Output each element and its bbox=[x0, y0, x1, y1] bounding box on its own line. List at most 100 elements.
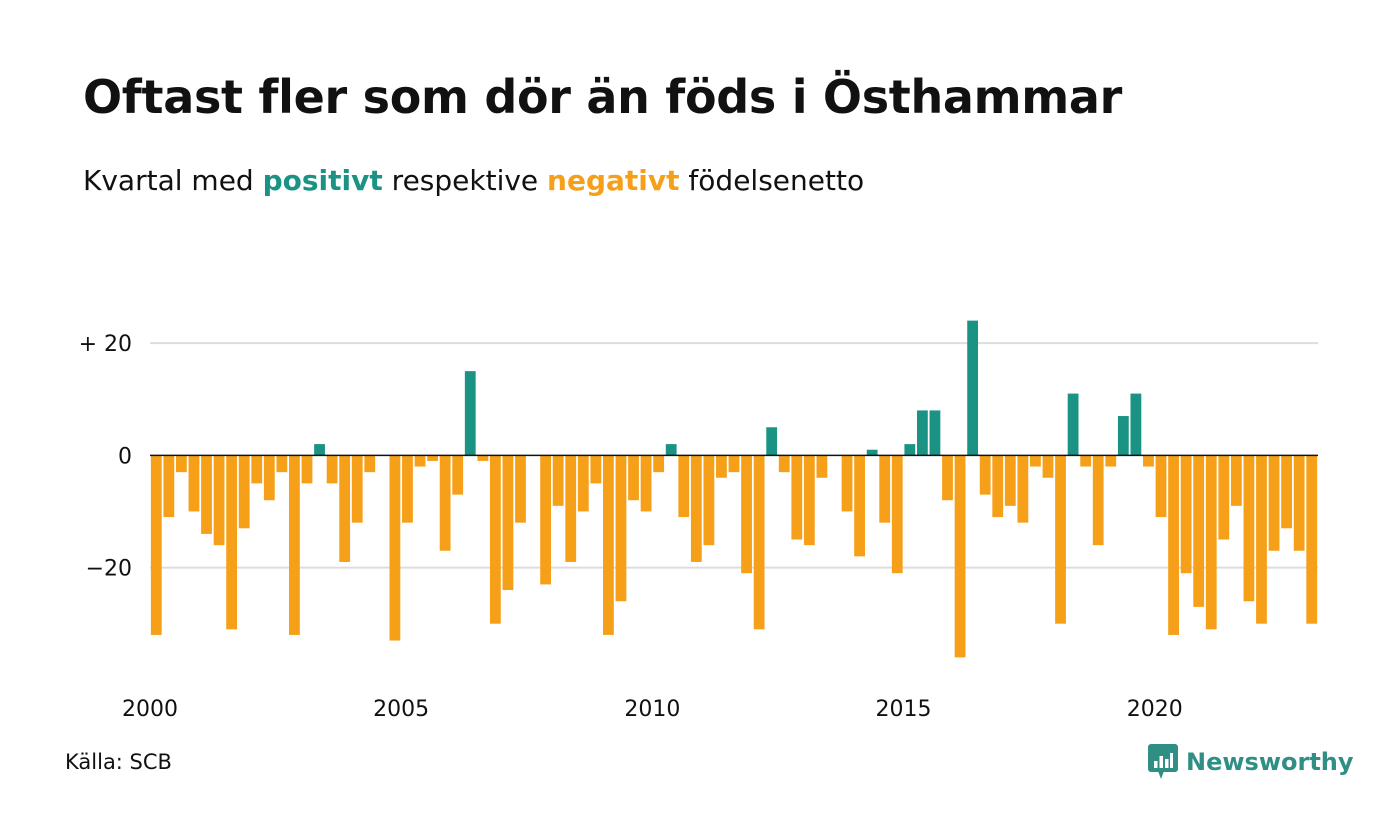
bar-negative bbox=[690, 455, 702, 562]
bar-negative bbox=[1243, 455, 1255, 602]
subtitle-middle: respektive bbox=[382, 164, 548, 197]
bar-negative bbox=[238, 455, 250, 529]
bar-negative bbox=[879, 455, 891, 523]
bar-negative bbox=[263, 455, 275, 501]
bar-negative bbox=[1155, 455, 1167, 518]
bar-negative bbox=[615, 455, 627, 602]
subtitle-prefix: Kvartal med bbox=[83, 164, 263, 197]
bar-negative bbox=[1105, 455, 1117, 467]
bar-negative bbox=[1080, 455, 1092, 467]
bar-negative bbox=[577, 455, 589, 512]
newsworthy-logo: Newsworthy bbox=[1148, 744, 1354, 780]
bar-negative bbox=[276, 455, 288, 473]
x-tick-label: 2010 bbox=[624, 697, 680, 722]
chart-subtitle: Kvartal med positivt respektive negativt… bbox=[83, 164, 864, 197]
subtitle-negative-word: negativt bbox=[547, 164, 680, 197]
bar-chart-speech-bubble-icon bbox=[1148, 744, 1178, 779]
bar-negative bbox=[703, 455, 715, 546]
bar-negative bbox=[603, 455, 614, 635]
bar-negative bbox=[1017, 455, 1029, 523]
bar-negative bbox=[1256, 455, 1267, 624]
bar-negative bbox=[351, 455, 363, 523]
bar-negative bbox=[150, 455, 162, 635]
bar-negative bbox=[251, 455, 263, 484]
bar-negative bbox=[289, 455, 300, 635]
subtitle-suffix: födelsenetto bbox=[679, 164, 865, 197]
bar-negative bbox=[1293, 455, 1305, 551]
bar-positive bbox=[929, 410, 941, 456]
bar-negative bbox=[1092, 455, 1104, 546]
x-tick-label: 2000 bbox=[122, 697, 178, 722]
bar-negative bbox=[1168, 455, 1179, 635]
bar-negative bbox=[1281, 455, 1293, 529]
bar-positive bbox=[314, 444, 325, 456]
bar-negative bbox=[502, 455, 514, 591]
bar-negative bbox=[753, 455, 765, 630]
bar-negative bbox=[590, 455, 602, 484]
bar-negative bbox=[1004, 455, 1016, 506]
bar-negative bbox=[854, 455, 865, 557]
bar-negative bbox=[728, 455, 740, 473]
bar-negative bbox=[653, 455, 665, 473]
y-tick-label: 0 bbox=[118, 444, 132, 469]
bar-negative bbox=[402, 455, 413, 523]
chart-title: Oftast fler som dör än föds i Östhammar bbox=[83, 70, 1123, 124]
bar-negative bbox=[816, 455, 828, 478]
bar-negative bbox=[1030, 455, 1041, 467]
bar-negative bbox=[1193, 455, 1205, 607]
bar-positive bbox=[464, 371, 476, 456]
bar-negative bbox=[741, 455, 752, 574]
bar-negative bbox=[389, 455, 401, 641]
bar-negative bbox=[954, 455, 966, 658]
bar-negative bbox=[1042, 455, 1054, 478]
bar-negative bbox=[791, 455, 803, 540]
bar-negative bbox=[778, 455, 790, 473]
bar-negative bbox=[226, 455, 238, 630]
bar-negative bbox=[565, 455, 577, 562]
bar-negative bbox=[552, 455, 564, 506]
bar-positive bbox=[665, 444, 677, 456]
bar-negative bbox=[489, 455, 501, 624]
x-tick-label: 2020 bbox=[1127, 697, 1183, 722]
bar-negative bbox=[163, 455, 175, 518]
subtitle-positive-word: positivt bbox=[262, 164, 383, 197]
bar-negative bbox=[1055, 455, 1066, 624]
bar-positive bbox=[766, 427, 778, 456]
bar-negative bbox=[339, 455, 351, 562]
bar-negative bbox=[452, 455, 464, 495]
bar-negative bbox=[942, 455, 953, 501]
brand-name: Newsworthy bbox=[1186, 748, 1354, 776]
bar-negative bbox=[1143, 455, 1154, 467]
bar-positive bbox=[866, 449, 878, 456]
bar-negative bbox=[1230, 455, 1242, 506]
bar-negative bbox=[1205, 455, 1217, 630]
bar-negative bbox=[1306, 455, 1318, 624]
x-tick-label: 2005 bbox=[373, 697, 429, 722]
bar-negative bbox=[439, 455, 451, 551]
y-tick-label: + 20 bbox=[79, 332, 132, 357]
bar-negative bbox=[188, 455, 200, 512]
y-tick-label: −20 bbox=[86, 557, 132, 582]
bar-positive bbox=[1130, 393, 1142, 456]
bar-negative bbox=[716, 455, 727, 478]
bar-negative bbox=[803, 455, 815, 546]
bar-positive bbox=[967, 320, 979, 456]
bar-negative bbox=[175, 455, 187, 473]
bar-negative bbox=[1218, 455, 1230, 540]
bar-positive bbox=[904, 444, 916, 456]
bar-negative bbox=[364, 455, 376, 473]
bar-negative bbox=[477, 455, 489, 461]
bar-negative bbox=[979, 455, 991, 495]
bar-negative bbox=[301, 455, 313, 484]
bar-negative bbox=[1180, 455, 1192, 574]
bar-positive bbox=[916, 410, 928, 456]
bar-negative bbox=[640, 455, 652, 512]
bar-positive bbox=[1117, 416, 1129, 456]
bar-negative bbox=[841, 455, 853, 512]
bar-negative bbox=[992, 455, 1004, 518]
x-tick-label: 2015 bbox=[876, 697, 932, 722]
bar-negative bbox=[891, 455, 903, 574]
source-note: Källa: SCB bbox=[65, 750, 172, 774]
bar-negative bbox=[201, 455, 212, 534]
